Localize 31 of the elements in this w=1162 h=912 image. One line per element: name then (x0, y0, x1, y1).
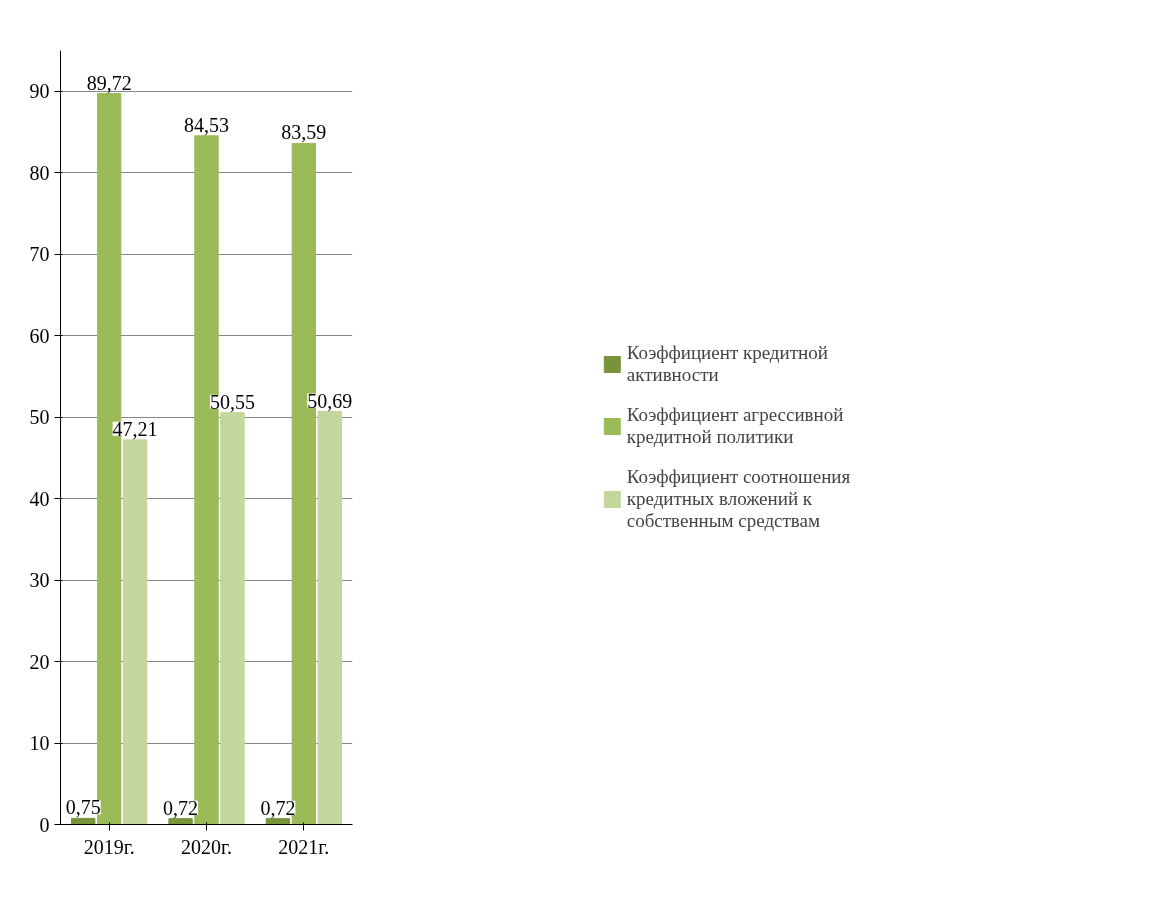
y-tick-label: 60 (29, 324, 50, 347)
data-label: 84,53 (184, 113, 229, 136)
data-label: 0,72 (163, 796, 199, 819)
x-tick-label: 2020г. (181, 835, 232, 858)
y-tick-label: 70 (29, 243, 50, 266)
y-tick-label: 90 (29, 80, 50, 103)
bar (317, 411, 342, 825)
data-label: 83,59 (281, 121, 327, 144)
data-label: 0,72 (260, 796, 296, 819)
legend-label: Коэффициент агрессивной кредитной политики (626, 404, 844, 448)
x-tick-label: 2019г. (83, 835, 135, 858)
y-tick-label: 10 (29, 732, 50, 755)
data-label: 47,21 (112, 417, 158, 440)
bar (122, 439, 148, 825)
bar (71, 817, 96, 825)
y-tick-label: 50 (29, 406, 50, 429)
data-label: 50,69 (307, 389, 353, 412)
legend-label: Коэффициент кредитной активности (626, 342, 828, 386)
x-tick-label: 2021г. (278, 835, 330, 858)
bar (168, 818, 193, 825)
y-tick-label: 0 (39, 813, 50, 836)
data-label: 50,55 (209, 390, 255, 413)
y-tick-label: 20 (29, 650, 50, 673)
y-tick-label: 80 (29, 161, 50, 184)
bar (265, 818, 291, 825)
data-label: 0,75 (65, 796, 101, 819)
data-label: 89,72 (86, 71, 132, 94)
y-tick-label: 30 (29, 569, 50, 592)
y-tick-label: 40 (29, 487, 50, 510)
bar (220, 412, 245, 825)
legend-label: Коэффициент соотношения кредитных вложений к собственным средствам (626, 466, 851, 532)
